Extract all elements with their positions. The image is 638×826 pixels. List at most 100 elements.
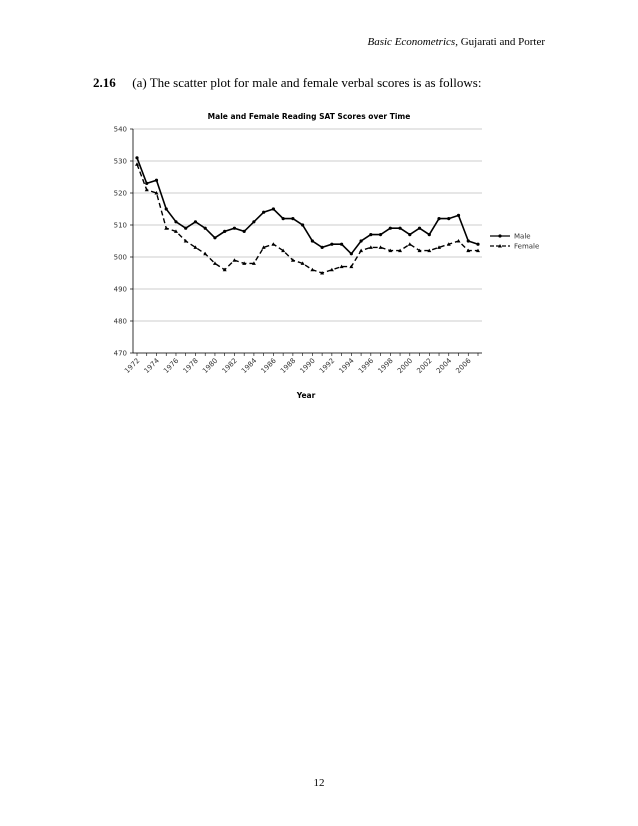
data-point-male (476, 242, 480, 246)
data-point-male (398, 226, 402, 230)
y-tick-label: 480 (114, 318, 127, 326)
data-point-female (251, 261, 256, 265)
data-point-male (330, 242, 334, 246)
data-point-male (466, 239, 470, 243)
y-tick-label: 500 (114, 254, 127, 262)
data-point-male (301, 223, 305, 227)
running-header: Basic Econometrics, Gujarati and Porter (368, 36, 546, 48)
data-point-female (378, 245, 383, 249)
problem-text: (a) The scatter plot for male and female… (132, 75, 482, 90)
data-point-male (349, 252, 353, 256)
legend-marker (498, 244, 502, 248)
data-point-male (427, 233, 431, 237)
x-tick-label: 1978 (182, 357, 200, 375)
data-point-female (466, 248, 471, 253)
y-tick-label: 510 (114, 222, 127, 230)
data-point-female (368, 245, 373, 249)
data-point-male (359, 239, 363, 243)
data-point-female (271, 242, 276, 246)
data-point-female (329, 267, 334, 272)
data-point-male (417, 226, 422, 230)
data-point-female (135, 162, 139, 166)
legend-marker (498, 234, 502, 238)
chart-grid (133, 128, 482, 354)
data-point-male (252, 220, 256, 224)
data-point-female (154, 191, 159, 195)
data-point-male (281, 217, 285, 221)
book-authors: , Gujarati and Porter (455, 36, 545, 48)
data-point-female (144, 187, 149, 192)
data-point-male (262, 210, 266, 214)
data-point-male (193, 220, 198, 224)
data-point-female (339, 264, 344, 269)
data-point-male (437, 217, 441, 221)
y-tick-label: 520 (114, 190, 127, 198)
data-point-female (242, 261, 247, 265)
data-point-male (145, 181, 149, 185)
data-point-female (476, 248, 480, 253)
x-tick-label: 2002 (415, 357, 433, 375)
data-point-female (446, 242, 451, 246)
data-point-female (456, 239, 461, 243)
y-tick-label: 530 (114, 158, 127, 166)
series-line-female (136, 163, 478, 274)
data-point-female (388, 248, 393, 253)
data-point-male (223, 229, 227, 233)
data-point-male (135, 156, 139, 160)
data-point-female (349, 264, 354, 269)
data-point-female (232, 258, 237, 262)
data-point-male (174, 220, 178, 224)
data-point-female (290, 258, 295, 262)
data-point-female (398, 248, 403, 253)
chart-series (135, 156, 480, 275)
data-point-female (320, 271, 325, 275)
chart-legend: Male Female (490, 233, 539, 251)
data-point-male (271, 207, 275, 211)
data-point-female (222, 267, 227, 272)
data-point-male (232, 226, 237, 230)
data-point-female (261, 245, 266, 249)
data-point-female (359, 248, 364, 253)
chart-title: Male and Female Reading SAT Scores over … (208, 112, 411, 121)
data-point-female (407, 242, 412, 246)
x-tick-label: 1986 (260, 356, 279, 375)
x-tick-label: 1998 (376, 357, 394, 375)
data-point-female (300, 261, 305, 265)
x-tick-label: 1976 (162, 356, 181, 375)
y-tick-label: 490 (114, 286, 127, 294)
data-point-female (310, 267, 315, 272)
x-tick-label: 1972 (123, 357, 141, 375)
data-point-female (164, 226, 169, 230)
data-point-male (456, 213, 461, 217)
data-point-female (417, 248, 422, 253)
x-tick-label: 1974 (143, 356, 162, 375)
x-tick-label: 1982 (221, 357, 239, 375)
x-tick-label: 1980 (201, 357, 219, 375)
data-point-male (310, 239, 314, 243)
data-point-male (320, 245, 324, 249)
data-point-male (203, 226, 207, 230)
y-tick-label: 470 (114, 350, 127, 358)
data-point-male (378, 233, 383, 237)
data-point-male (184, 226, 188, 230)
page-number: 12 (313, 777, 325, 789)
data-point-male (388, 226, 392, 230)
data-point-female (193, 245, 198, 249)
series-line-male (136, 157, 479, 256)
x-tick-label: 1988 (279, 357, 297, 375)
data-point-female (183, 239, 188, 243)
x-tick-label: 1994 (337, 356, 356, 375)
x-tick-label: 2000 (396, 357, 414, 375)
data-point-male (340, 242, 344, 246)
x-axis: 1972 1974 1976 1978 1980 1982 1984 1986 1988 1990… (123, 352, 482, 375)
data-point-female (203, 251, 208, 256)
legend-label-female: Female (514, 243, 539, 251)
data-point-male (447, 217, 451, 221)
x-tick-label: 2006 (454, 356, 473, 375)
data-point-male (213, 236, 217, 240)
data-point-male (291, 217, 295, 221)
x-tick-label: 1992 (318, 357, 336, 375)
y-axis: 470 480 490 500 510 520 530 540 (114, 126, 134, 358)
x-tick-label: 1990 (299, 357, 317, 375)
